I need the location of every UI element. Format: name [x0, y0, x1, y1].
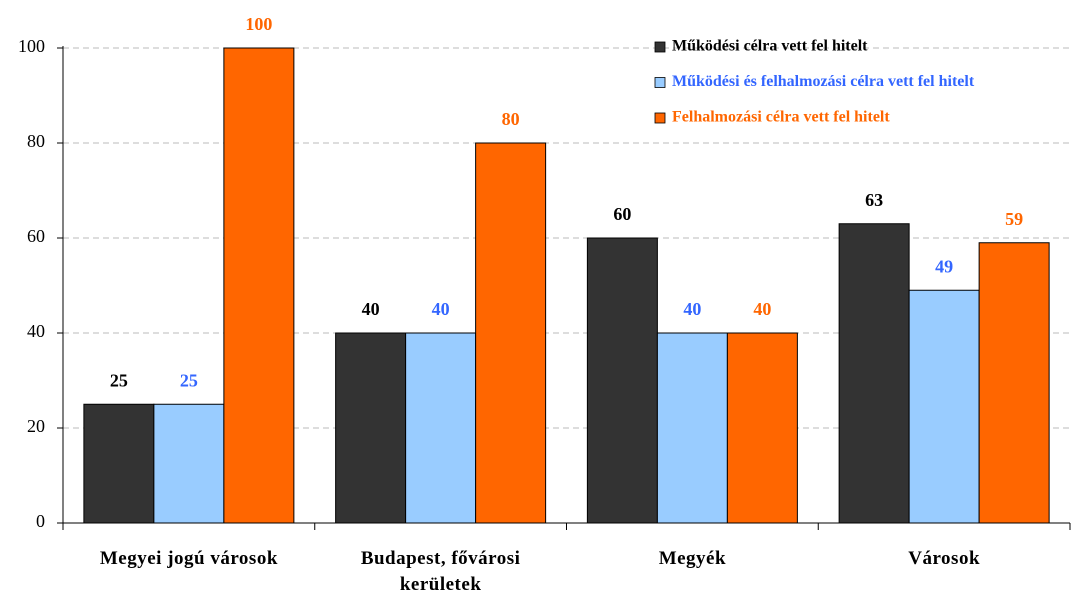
bar: [838, 223, 910, 524]
y-tick-label: 60: [27, 226, 45, 246]
legend-label: Felhalmozási célra vett fel hitelt: [672, 109, 890, 126]
bar: [335, 332, 407, 524]
bar: [978, 242, 1050, 524]
bar: [726, 332, 798, 524]
value-label: 40: [683, 299, 701, 319]
bar: [475, 142, 547, 524]
value-label: 40: [753, 299, 771, 319]
y-tick-label: 0: [36, 511, 45, 531]
value-label: 80: [502, 109, 520, 129]
value-label: 25: [110, 370, 128, 390]
y-tick-label: 80: [27, 131, 45, 151]
legend-swatch: [654, 41, 666, 53]
x-tick-label: Budapest, fővárosi kerületek: [360, 548, 521, 595]
bar: [405, 332, 477, 524]
x-tick-label: Megyei jogú városok: [99, 548, 278, 569]
bar: [223, 47, 295, 524]
legend-label: Működési és felhalmozási célra vett fel …: [672, 73, 975, 90]
x-tick-label: Megyék: [658, 548, 727, 569]
y-tick-label: 20: [27, 416, 45, 436]
bar: [586, 237, 658, 524]
bar: [908, 289, 980, 524]
y-tick-label: 40: [27, 321, 45, 341]
bar: [153, 403, 225, 524]
value-label: 49: [935, 256, 953, 276]
value-label: 25: [180, 370, 198, 390]
value-label: 40: [432, 299, 450, 319]
value-label: 40: [362, 299, 380, 319]
value-label: 100: [245, 14, 272, 34]
x-tick-label: Városok: [908, 548, 981, 569]
value-label: 63: [865, 190, 883, 210]
bar: [656, 332, 728, 524]
legend-swatch: [654, 112, 666, 124]
legend-label: Működési célra vett fel hitelt: [672, 38, 868, 55]
bar: [83, 403, 155, 524]
legend-swatch: [654, 77, 666, 88]
y-tick-label: 100: [18, 36, 45, 56]
value-label: 59: [1005, 209, 1023, 229]
value-label: 60: [613, 204, 631, 224]
